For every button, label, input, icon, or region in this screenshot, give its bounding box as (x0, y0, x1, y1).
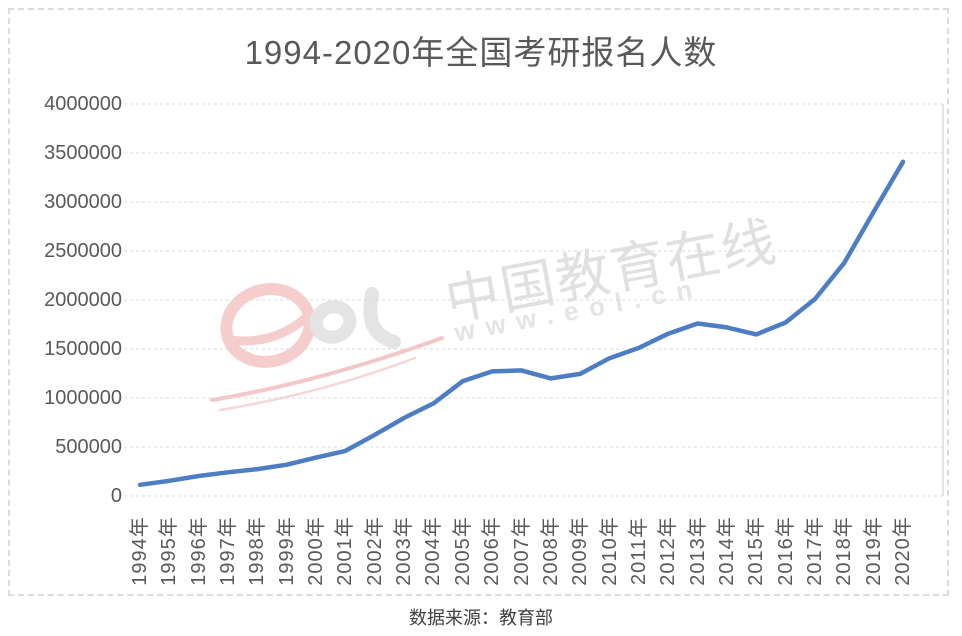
x-axis-tick-label: 2000年 (305, 516, 328, 586)
logo-e-bar (225, 312, 312, 346)
x-axis-tick-label: 2009年 (569, 516, 592, 586)
gridlines (118, 103, 944, 497)
x-axis-tick-label: 1999年 (275, 516, 298, 586)
x-axis-tick-label: 2004年 (422, 516, 445, 586)
y-axis-tick-label: 1000000 (44, 387, 122, 409)
x-axis-tick-label: 2014年 (715, 516, 738, 586)
y-axis-tick-label: 500000 (55, 436, 122, 458)
x-axis-tick-label: 2019年 (862, 516, 885, 586)
logo-o (309, 300, 357, 344)
x-axis-tick-label: 1995年 (158, 516, 181, 586)
x-axis-tick-label: 2010年 (598, 516, 621, 586)
y-axis-tick-label: 3000000 (44, 191, 122, 213)
y-axis-tick-label: 3500000 (44, 142, 122, 164)
x-axis-tick-label: 2003年 (393, 516, 416, 586)
x-axis-tick-label: 1997年 (217, 516, 240, 586)
y-axis-tick-label: 0 (110, 485, 122, 507)
chart-area-frame (8, 8, 949, 596)
chart-title: 1994-2020年全国考研报名人数 (244, 34, 718, 71)
x-axis-tick-label: 2011年 (627, 517, 650, 586)
x-axis-tick-label: 2005年 (451, 516, 474, 586)
x-axis-tick-label: 2012年 (657, 516, 680, 586)
x-axis-tick-label: 2013年 (686, 516, 709, 586)
x-axis-tick-label: 1994年 (129, 516, 151, 586)
watermark-swoosh2-icon (218, 356, 417, 412)
x-axis-tick-label: 2002年 (363, 516, 386, 586)
x-axis-tick-label: 2006年 (481, 516, 504, 586)
y-axis-tick-label: 2000000 (44, 289, 122, 311)
x-axis-tick-label: 2018年 (833, 516, 856, 586)
x-axis-tick-label: 2001年 (334, 516, 357, 586)
x-axis-tick-label: 1996年 (187, 516, 210, 586)
x-axis-tick-label: 1998年 (246, 516, 269, 586)
x-axis-tick-label: 2017年 (803, 516, 826, 586)
y-axis-tick-label: 2500000 (44, 240, 122, 262)
registrations-line-series (137, 159, 906, 488)
y-axis-tick-label: 4000000 (44, 93, 122, 115)
x-axis-tick-label: 2007年 (510, 516, 533, 586)
x-axis-tick-label: 2020年 (892, 516, 914, 586)
x-axis-tick-label: 2015年 (745, 516, 768, 586)
watermark-swoosh-icon (210, 336, 444, 402)
x-axis-tick-label: 2008年 (539, 516, 562, 586)
data-source-note: 数据来源：教育部 (409, 608, 553, 628)
eol-logo-icon (210, 283, 444, 412)
y-axis-tick-label: 1500000 (44, 338, 122, 360)
x-axis-tick-label: 2016年 (774, 516, 797, 586)
